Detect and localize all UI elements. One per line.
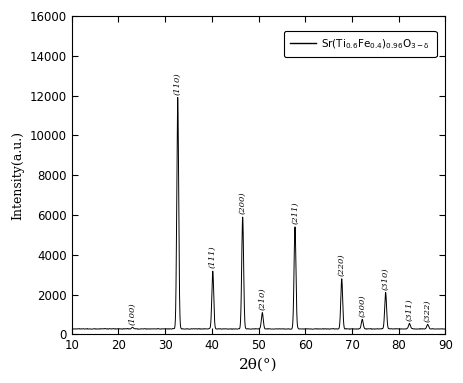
Text: (211): (211) bbox=[290, 201, 298, 224]
Text: (110): (110) bbox=[173, 72, 181, 95]
Legend: $\rm Sr(Ti_{0.6}Fe_{0.4})_{0.96}O_{3-\delta}$: $\rm Sr(Ti_{0.6}Fe_{0.4})_{0.96}O_{3-\de… bbox=[283, 31, 436, 57]
Y-axis label: Intensity(a.u.): Intensity(a.u.) bbox=[11, 131, 24, 220]
Text: (220): (220) bbox=[337, 253, 345, 276]
Text: (111): (111) bbox=[208, 245, 216, 268]
Text: (200): (200) bbox=[238, 192, 246, 214]
Text: (300): (300) bbox=[357, 294, 365, 317]
Text: (100): (100) bbox=[128, 302, 136, 324]
Text: (310): (310) bbox=[381, 267, 389, 290]
X-axis label: 2θ(°): 2θ(°) bbox=[239, 358, 277, 372]
Text: (311): (311) bbox=[405, 298, 413, 321]
Text: (210): (210) bbox=[258, 287, 266, 309]
Text: (322): (322) bbox=[423, 299, 431, 322]
